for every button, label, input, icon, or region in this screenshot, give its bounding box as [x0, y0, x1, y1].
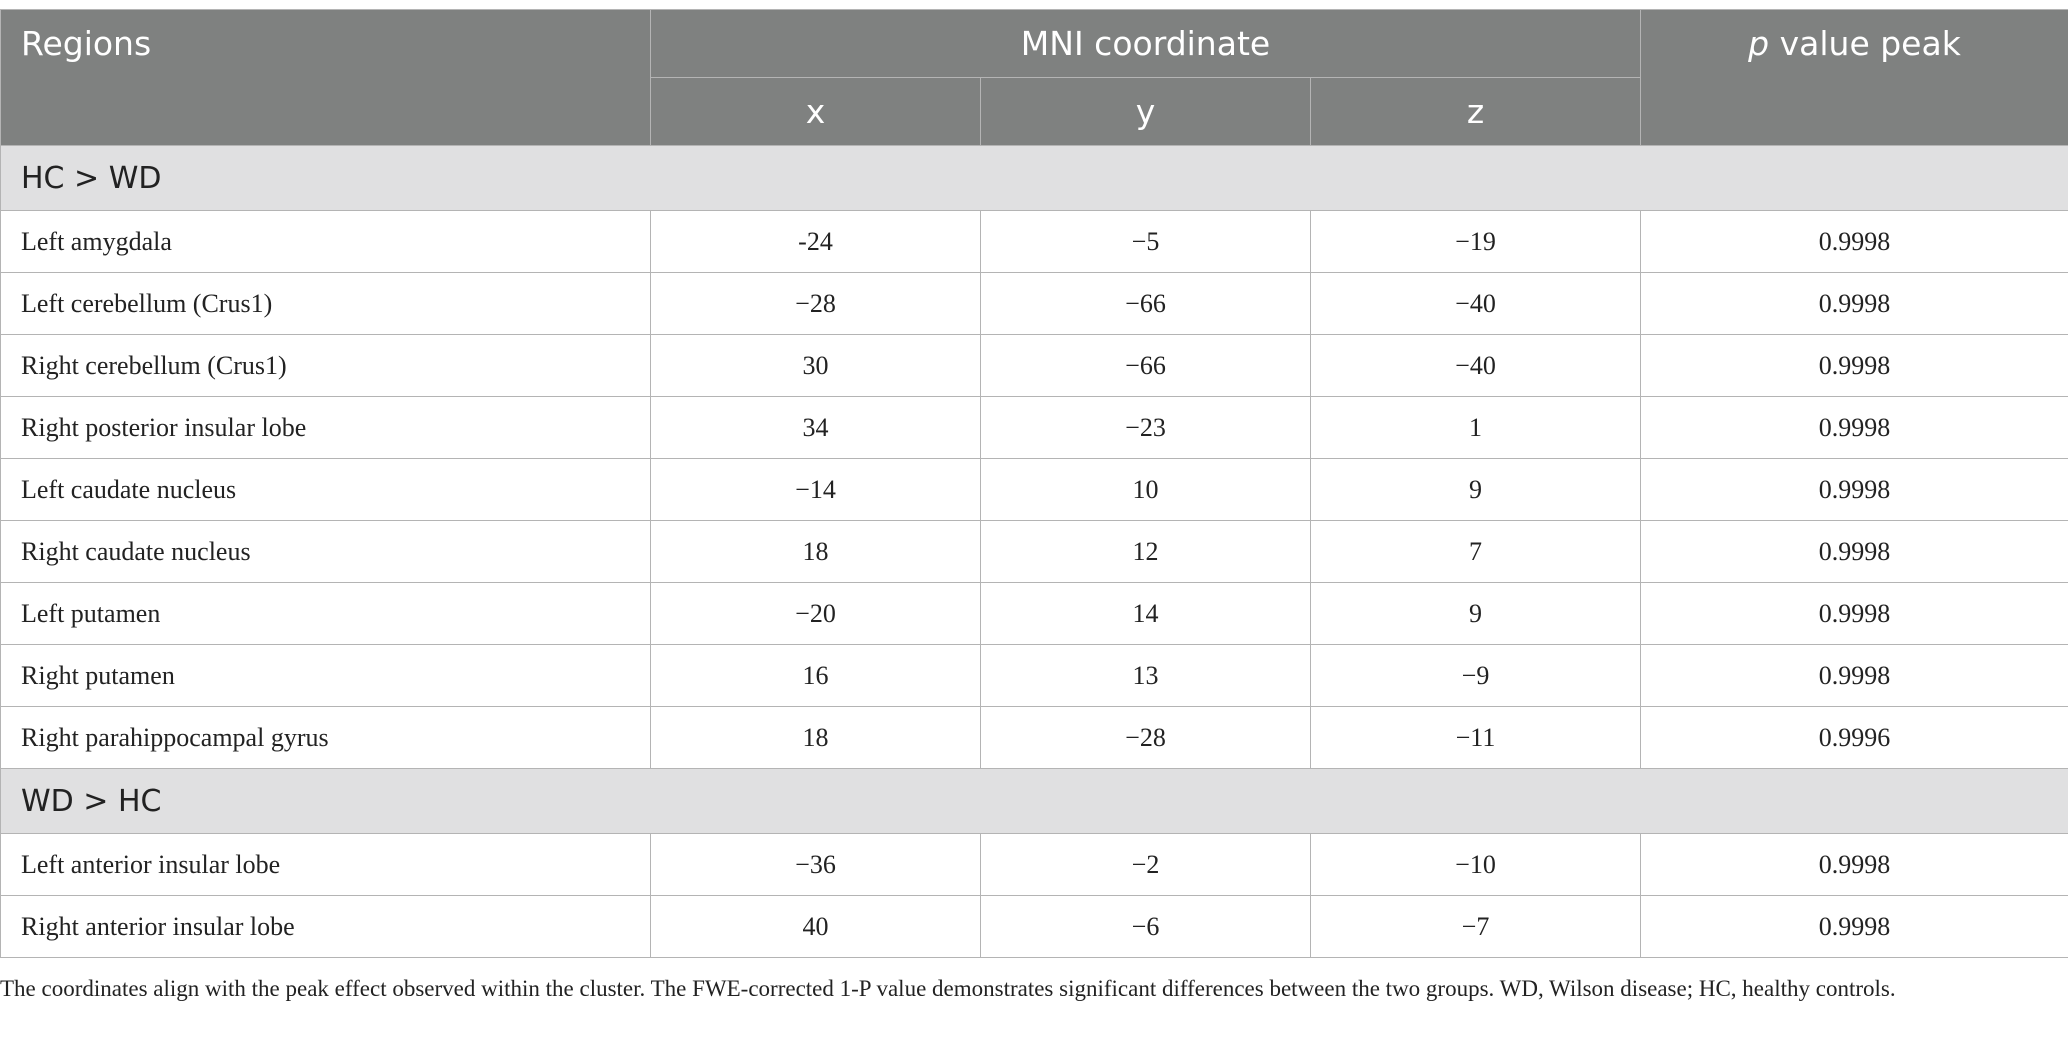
- header-cell: Regions: [0, 9, 651, 146]
- data-row: Left caudate nucleus −14 10 9 0.9998: [0, 458, 2068, 521]
- header-cell: p value peak: [1640, 9, 2068, 146]
- value-cell: 0.9998: [1640, 272, 2068, 335]
- header-cell: x: [650, 77, 981, 146]
- value-cell: 0.9998: [1640, 582, 2068, 645]
- data-row: Right putamen 16 13 −9 0.9998: [0, 644, 2068, 707]
- value-cell: −28: [650, 272, 981, 335]
- group-label: HC > WD: [0, 145, 2068, 211]
- value-cell: −40: [1310, 272, 1641, 335]
- value-cell: −40: [1310, 334, 1641, 397]
- value-cell: −2: [980, 833, 1311, 896]
- data-row: Right parahippocampal gyrus 18 −28 −11 0.999…: [0, 706, 2068, 769]
- value-cell: 14: [980, 582, 1311, 645]
- value-cell: −28: [980, 706, 1311, 769]
- results-table: Regions MNI coordinate p value peak x y …: [0, 9, 2068, 958]
- region-cell: Left anterior insular lobe: [0, 833, 651, 896]
- value-cell: 0.9998: [1640, 520, 2068, 583]
- group-row: HC > WD: [0, 145, 2068, 211]
- value-cell: 18: [650, 520, 981, 583]
- region-cell: Left amygdala: [0, 210, 651, 273]
- value-cell: −5: [980, 210, 1311, 273]
- region-cell: Left cerebellum (Crus1): [0, 272, 651, 335]
- data-row: Left putamen −20 14 9 0.9998: [0, 582, 2068, 645]
- value-cell: 9: [1310, 582, 1641, 645]
- header-cell: y: [980, 77, 1311, 146]
- table-body: HC > WD Left amygdala -24 −5 −19 0.9998 Left c…: [0, 145, 2068, 958]
- region-cell: Right anterior insular lobe: [0, 895, 651, 958]
- data-row: Right anterior insular lobe 40 −6 −7 0.9998: [0, 895, 2068, 958]
- value-cell: −66: [980, 334, 1311, 397]
- value-cell: −10: [1310, 833, 1641, 896]
- region-cell: Right cerebellum (Crus1): [0, 334, 651, 397]
- value-cell: −19: [1310, 210, 1641, 273]
- value-cell: 9: [1310, 458, 1641, 521]
- data-row: Right caudate nucleus 18 12 7 0.9998: [0, 520, 2068, 583]
- header-italic: p: [1748, 24, 1770, 63]
- value-cell: −6: [980, 895, 1311, 958]
- region-cell: Left caudate nucleus: [0, 458, 651, 521]
- value-cell: 0.9996: [1640, 706, 2068, 769]
- region-cell: Right posterior insular lobe: [0, 396, 651, 459]
- value-cell: -24: [650, 210, 981, 273]
- value-cell: 18: [650, 706, 981, 769]
- value-cell: −11: [1310, 706, 1641, 769]
- data-row: Right posterior insular lobe 34 −23 1 0.9998: [0, 396, 2068, 459]
- data-row: Left cerebellum (Crus1) −28 −66 −40 0.9998: [0, 272, 2068, 335]
- footnote: The coordinates align with the peak effe…: [0, 976, 1896, 1001]
- value-cell: −7: [1310, 895, 1641, 958]
- value-cell: 1: [1310, 396, 1641, 459]
- value-cell: 16: [650, 644, 981, 707]
- value-cell: 0.9998: [1640, 334, 2068, 397]
- data-row: Left anterior insular lobe −36 −2 −10 0.9998: [0, 833, 2068, 896]
- region-cell: Right putamen: [0, 644, 651, 707]
- value-cell: 0.9998: [1640, 644, 2068, 707]
- region-cell: Right caudate nucleus: [0, 520, 651, 583]
- value-cell: 12: [980, 520, 1311, 583]
- data-row: Right cerebellum (Crus1) 30 −66 −40 0.9998: [0, 334, 2068, 397]
- group-row: WD > HC: [0, 768, 2068, 834]
- data-row: Left amygdala -24 −5 −19 0.9998: [0, 210, 2068, 273]
- value-cell: 0.9998: [1640, 458, 2068, 521]
- header-cell: MNI coordinate: [650, 9, 1641, 78]
- header-text: value peak: [1779, 24, 1961, 63]
- value-cell: −66: [980, 272, 1311, 335]
- value-cell: 30: [650, 334, 981, 397]
- value-cell: 34: [650, 396, 981, 459]
- value-cell: −23: [980, 396, 1311, 459]
- value-cell: 0.9998: [1640, 396, 2068, 459]
- region-cell: Right parahippocampal gyrus: [0, 706, 651, 769]
- header-cell: z: [1310, 77, 1641, 146]
- region-cell: Left putamen: [0, 582, 651, 645]
- value-cell: 10: [980, 458, 1311, 521]
- value-cell: −36: [650, 833, 981, 896]
- value-cell: −20: [650, 582, 981, 645]
- value-cell: 0.9998: [1640, 833, 2068, 896]
- value-cell: 0.9998: [1640, 210, 2068, 273]
- value-cell: −14: [650, 458, 981, 521]
- value-cell: 7: [1310, 520, 1641, 583]
- group-label: WD > HC: [0, 768, 2068, 834]
- value-cell: 13: [980, 644, 1311, 707]
- value-cell: 0.9998: [1640, 895, 2068, 958]
- value-cell: −9: [1310, 644, 1641, 707]
- value-cell: 40: [650, 895, 981, 958]
